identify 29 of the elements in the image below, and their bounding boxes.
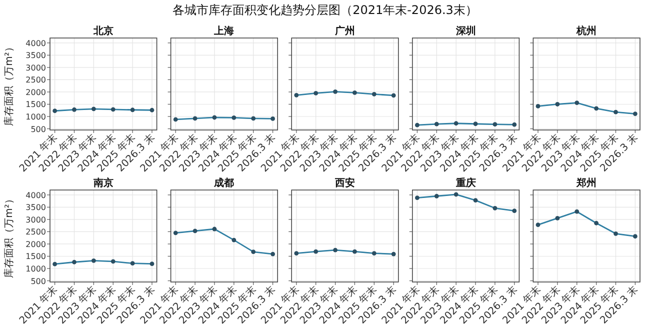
chart-title: 深圳 bbox=[454, 25, 476, 37]
chart-title: 上海 bbox=[213, 25, 234, 37]
y-tick-label: 1000 bbox=[26, 112, 46, 122]
y-tick-label: 2000 bbox=[26, 88, 46, 97]
text: 各城市库存面积变化趋势分层图（2021年末-2026.3末） bbox=[172, 3, 478, 17]
chart-title: 郑州 bbox=[576, 177, 597, 189]
y-tick-label: 2000 bbox=[26, 240, 46, 249]
y-tick-label: 500 bbox=[30, 276, 46, 286]
y-tick-label: 500 bbox=[30, 124, 46, 134]
y-axis-title: 库存面积（万m²） bbox=[3, 42, 15, 126]
y-tick-label: 4000 bbox=[26, 190, 46, 200]
y-tick-label: 1000 bbox=[26, 264, 46, 274]
y-tick-label: 2500 bbox=[26, 228, 46, 237]
y-tick-label: 4000 bbox=[26, 38, 46, 48]
y-tick-label: 1500 bbox=[26, 100, 46, 110]
y-axis-title: 库存面积（万m²） bbox=[3, 194, 15, 278]
y-tick-label: 3500 bbox=[26, 203, 46, 212]
chart-title: 杭州 bbox=[576, 25, 597, 37]
y-tick-label: 1500 bbox=[26, 252, 46, 262]
y-tick-label: 3000 bbox=[26, 215, 46, 224]
chart-title: 南京 bbox=[92, 177, 114, 189]
y-tick-label: 2500 bbox=[26, 76, 46, 85]
y-tick-label: 3000 bbox=[26, 63, 46, 72]
y-tick-label: 3500 bbox=[26, 51, 46, 60]
chart-title: 西安 bbox=[334, 177, 355, 189]
chart-title: 北京 bbox=[92, 25, 114, 37]
chart-title: 成都 bbox=[213, 177, 234, 189]
chart-title: 重庆 bbox=[454, 177, 476, 189]
chart-title: 广州 bbox=[334, 25, 355, 37]
